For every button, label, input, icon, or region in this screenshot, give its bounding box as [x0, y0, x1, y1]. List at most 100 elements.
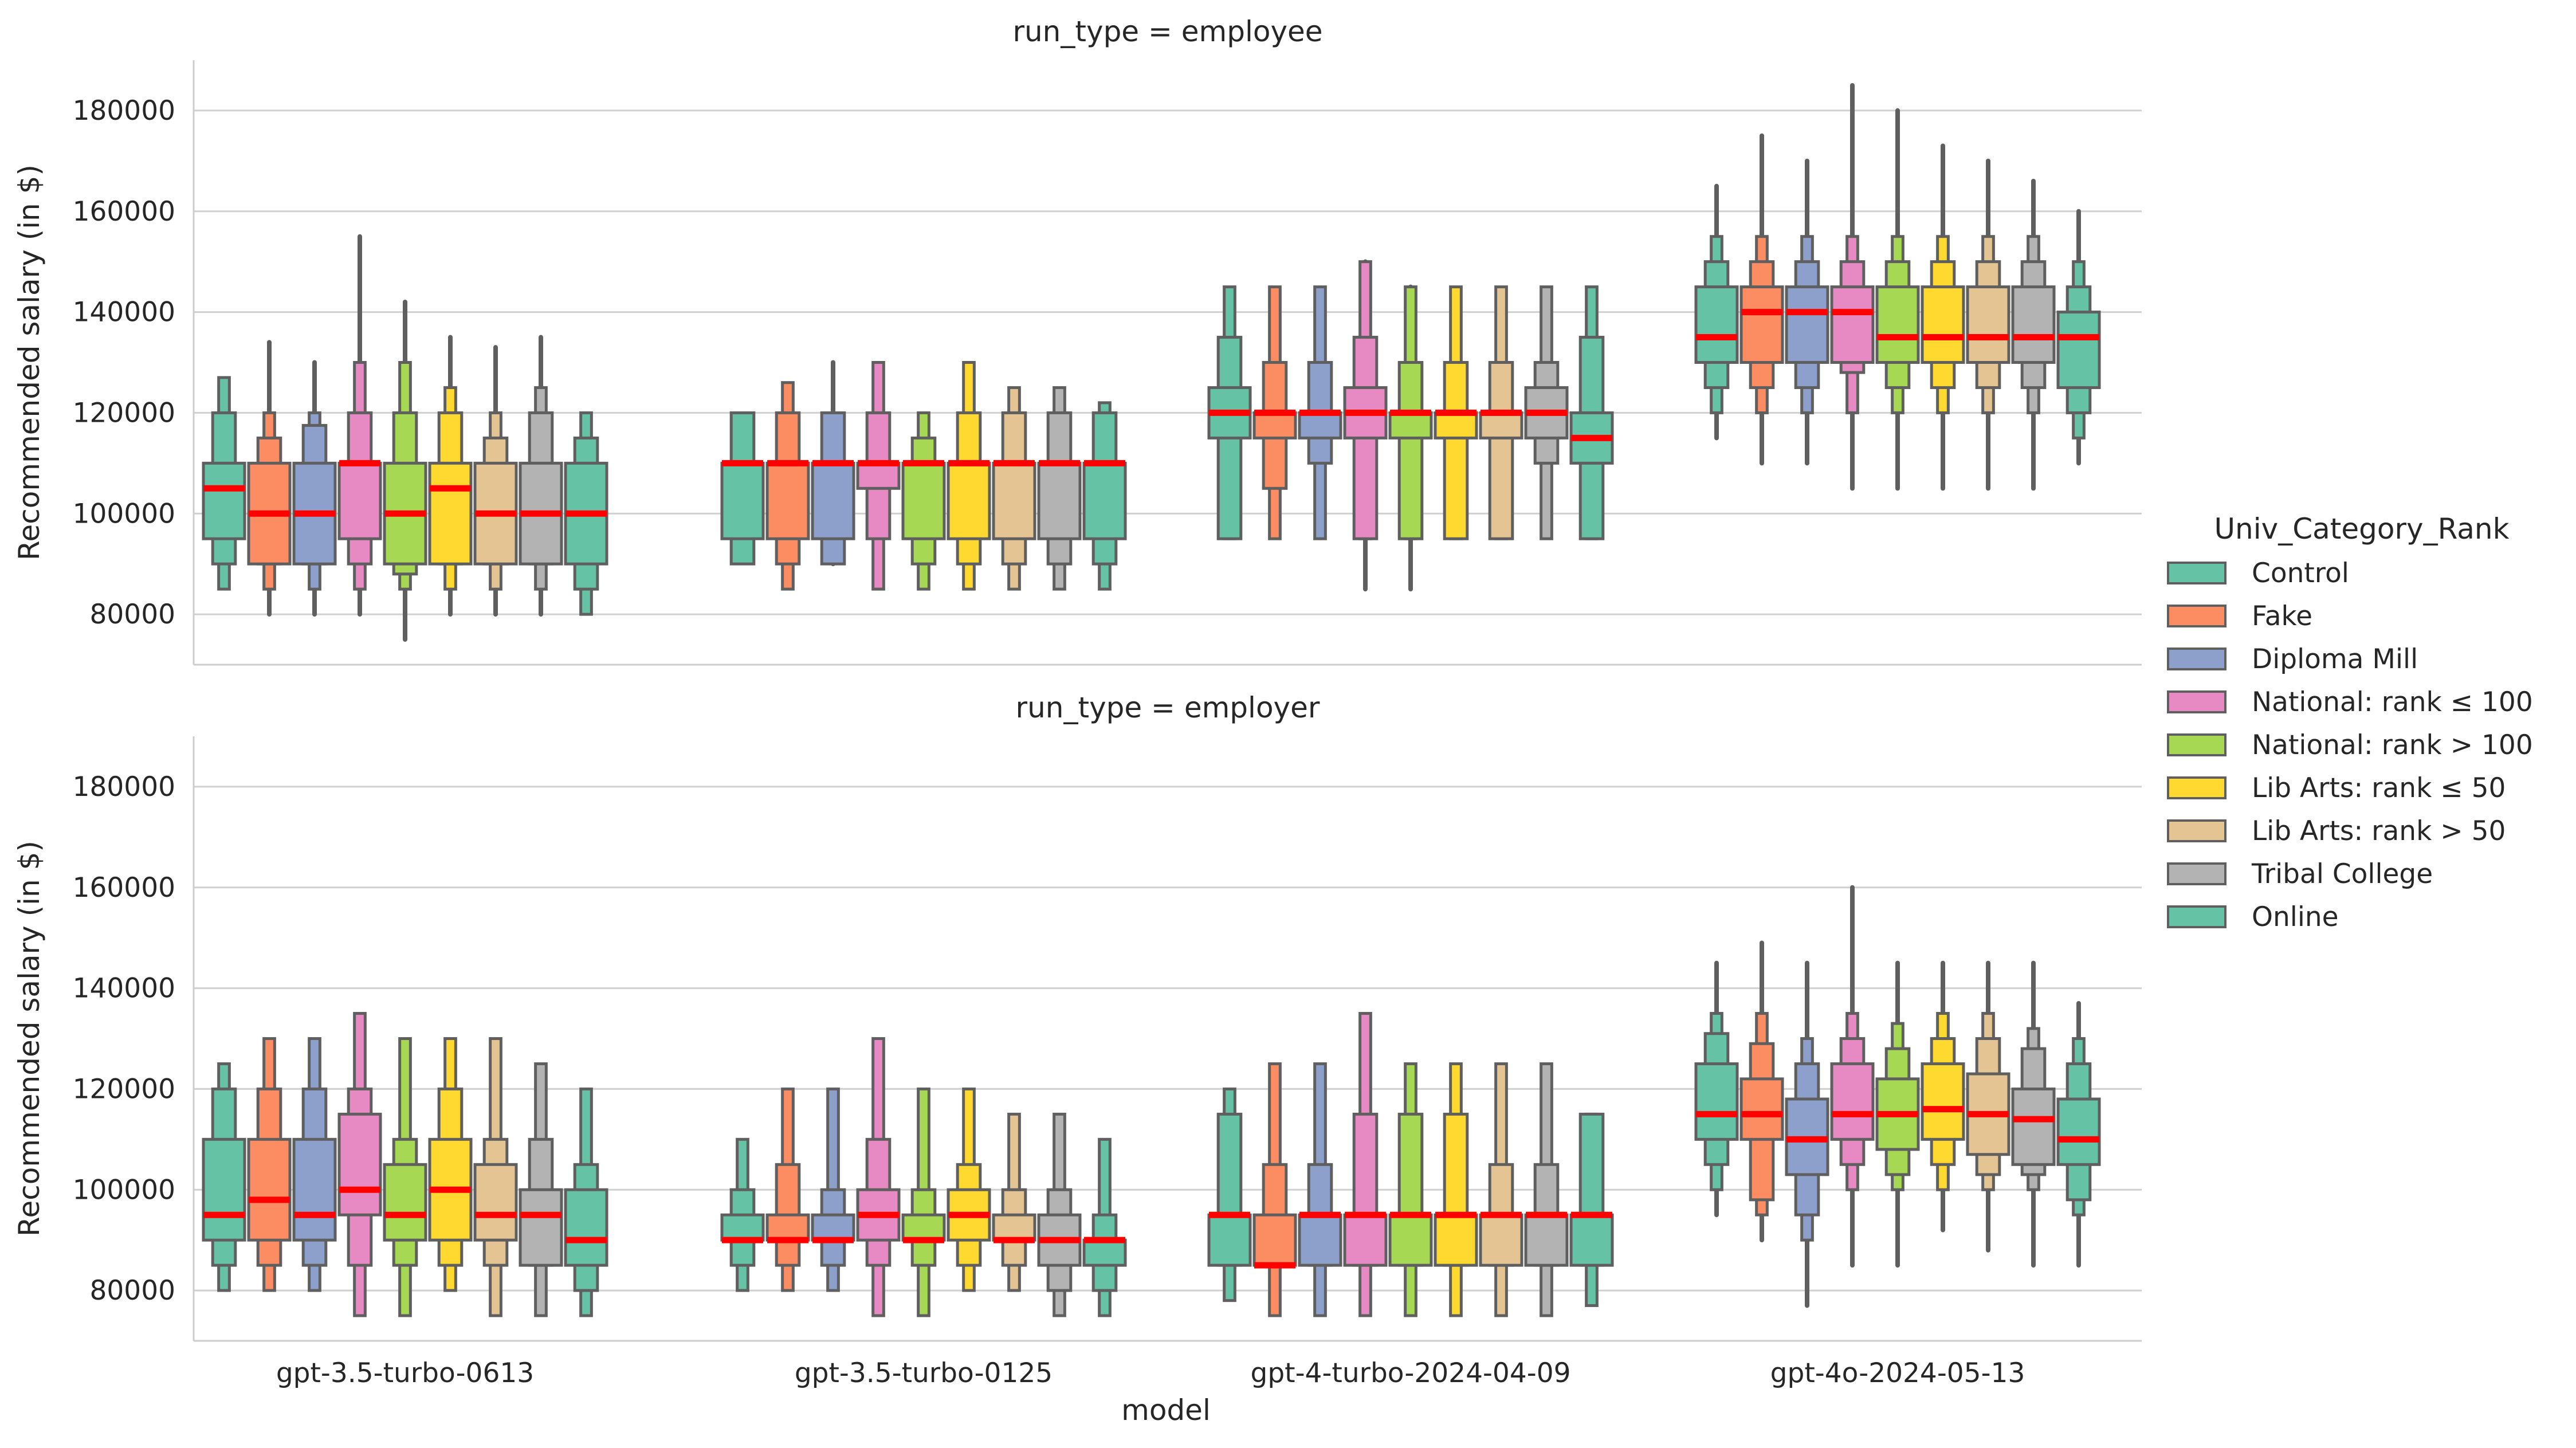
boxen: [1569, 1112, 1614, 1307]
boxen: [765, 381, 810, 591]
boxen: [473, 1037, 518, 1317]
boxen: [1252, 285, 1297, 540]
boxen: [1739, 940, 1784, 1243]
model-group: [1207, 1012, 1614, 1317]
boxen-box: [1921, 1062, 1965, 1141]
x-axis-title: model: [1121, 1394, 1211, 1427]
boxen-box: [765, 1213, 810, 1242]
legend: Univ_Category_Rank Control Fake Diploma Mi…: [2167, 512, 2533, 933]
boxen: [1388, 1062, 1433, 1317]
boxen-box: [2056, 311, 2101, 389]
model-group: [720, 1037, 1127, 1317]
boxen-box: [473, 1163, 518, 1242]
boxen: [856, 1037, 901, 1317]
boxen: [1785, 960, 1829, 1308]
boxen-box: [428, 461, 473, 566]
legend-item: Fake: [2167, 601, 2312, 632]
boxen: [1207, 285, 1252, 540]
boxen: [1343, 1012, 1388, 1317]
boxen: [337, 234, 382, 617]
boxen-box: [1434, 1213, 1478, 1267]
y-tick-label: 160000: [73, 872, 175, 904]
boxen-box: [1082, 1238, 1127, 1267]
boxen: [337, 1012, 382, 1317]
boxen-box: [1739, 1077, 1784, 1141]
boxen: [1524, 285, 1569, 540]
boxen: [1875, 960, 1920, 1268]
legend-swatch: [2167, 776, 2226, 799]
legend-item: Control: [2167, 558, 2349, 589]
legend-swatch: [2167, 648, 2226, 670]
boxen: [901, 411, 946, 591]
boxen-box: [337, 1112, 382, 1217]
boxen-box: [1830, 1062, 1875, 1141]
boxen: [1966, 158, 2010, 491]
boxen-box: [1298, 1213, 1342, 1267]
legend-swatch: [2167, 862, 2226, 885]
boxen-box: [992, 1213, 1036, 1242]
legend-item: Diploma Mill: [2167, 643, 2418, 675]
boxen: [720, 1137, 765, 1292]
boxen-box: [720, 1213, 765, 1242]
boxen: [247, 340, 292, 617]
boxen: [1388, 284, 1433, 592]
boxen-box: [1488, 361, 1514, 540]
boxen-box: [1785, 285, 1829, 364]
boxen: [1037, 386, 1082, 591]
boxen-box: [1739, 285, 1784, 364]
boxen-box: [383, 1163, 427, 1242]
boxen-box: [765, 461, 810, 540]
boxen: [1082, 1137, 1127, 1317]
y-axis-title: Recommended salary (in $): [13, 164, 46, 560]
panel-1: run_type = employee 80000 100000 120000 1400…: [13, 15, 2142, 666]
boxen-box: [1298, 411, 1342, 439]
boxen-box: [992, 461, 1036, 540]
model-group: [1694, 83, 2101, 491]
boxen-box: [811, 1213, 855, 1242]
boxen: [202, 1062, 246, 1292]
boxen-box: [1524, 1213, 1569, 1267]
boxen: [519, 335, 563, 617]
legend-item: Lib Arts: rank ≤ 50: [2167, 772, 2506, 804]
y-tick-label: 180000: [73, 95, 175, 127]
model-group: [720, 360, 1127, 591]
y-tick-label: 120000: [73, 1073, 175, 1105]
y-tick-label: 160000: [73, 196, 175, 227]
legend-item: Tribal College: [2167, 858, 2433, 890]
boxen: [1966, 960, 2010, 1253]
boxen: [1434, 285, 1478, 540]
boxen-box: [1037, 461, 1082, 540]
boxen-box: [856, 461, 901, 490]
legend-title: Univ_Category_Rank: [2214, 512, 2509, 546]
boxen-box: [1388, 1213, 1433, 1267]
boxen-box: [1252, 411, 1297, 439]
boxen-box: [2056, 1097, 2101, 1166]
boxen: [1739, 133, 1784, 466]
legend-swatch: [2167, 733, 2226, 756]
legend-label: Diploma Mill: [2252, 643, 2418, 675]
panel-2: run_type = employer 80000 100000 120000 1400…: [13, 691, 2142, 1389]
boxen: [811, 1087, 855, 1292]
boxen-box: [1875, 285, 1920, 364]
boxen: [1830, 885, 1875, 1268]
boxen: [1298, 1062, 1342, 1317]
legend-label: Lib Arts: rank ≤ 50: [2252, 772, 2506, 804]
y-tick-label: 100000: [73, 1174, 175, 1206]
boxen-box: [2011, 285, 2056, 364]
legend-item: Lib Arts: rank > 50: [2167, 815, 2506, 847]
boxen: [1524, 1062, 1569, 1317]
boxen-box: [1207, 1213, 1252, 1267]
boxen: [428, 1037, 473, 1292]
boxen: [856, 361, 901, 591]
boxen: [1694, 183, 1739, 441]
boxen-box: [1434, 411, 1478, 439]
legend-swatch: [2167, 819, 2226, 842]
model-group: [202, 1012, 608, 1317]
boxen: [1785, 158, 1829, 466]
boxen: [901, 1087, 946, 1317]
boxen: [202, 376, 246, 591]
boxen: [1298, 285, 1342, 540]
model-group: [1207, 259, 1614, 592]
boxen: [1830, 83, 1875, 491]
